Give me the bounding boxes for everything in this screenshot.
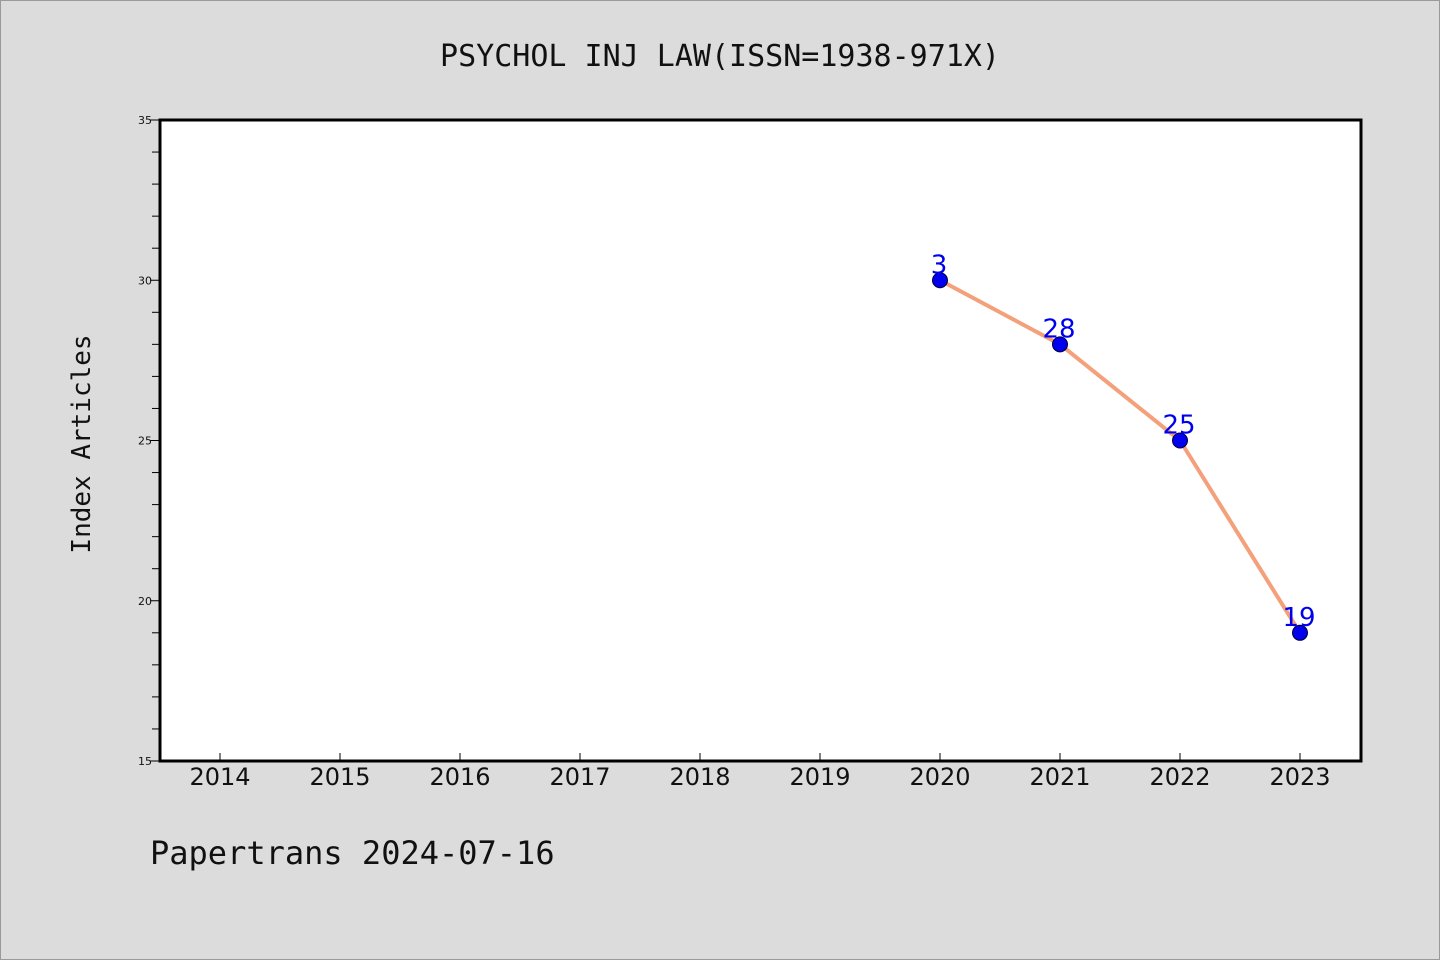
y-tick-label: 25 (138, 435, 152, 448)
x-tick-label: 2018 (669, 763, 730, 791)
x-tick-label: 2021 (1029, 763, 1090, 791)
y-tick-label: 30 (138, 274, 152, 287)
y-tick-label: 35 (138, 114, 152, 127)
y-tick-label: 15 (138, 755, 152, 768)
y-tick-label: 20 (138, 595, 152, 608)
data-label: 19 (1282, 603, 1315, 633)
chart-title: PSYCHOL INJ LAW(ISSN=1938-971X) (440, 39, 1000, 74)
x-tick-label: 2022 (1149, 763, 1210, 791)
x-tick-label: 2015 (309, 763, 370, 791)
data-point (1052, 336, 1068, 353)
x-tick-label: 2017 (549, 763, 610, 791)
y-axis-label: Index Articles (67, 334, 97, 553)
data-point (1292, 624, 1308, 641)
series-line (939, 278, 1302, 634)
data-label: 3 (931, 250, 948, 280)
x-axis: 2014 2015 2016 2017 2018 2019 2020 2021 2022 2023 (189, 753, 1331, 791)
y-axis: 15 20 25 30 35 (138, 114, 160, 768)
plot-area (158, 118, 1363, 763)
x-tick-label: 2020 (909, 763, 970, 791)
series-layer: 3 28 25 19 (931, 250, 1316, 641)
data-label: 28 (1042, 314, 1075, 344)
x-tick-label: 2023 (1269, 763, 1330, 791)
data-label: 25 (1162, 411, 1195, 441)
footer-date-label: Papertrans 2024-07-16 (150, 834, 555, 872)
x-tick-label: 2016 (429, 763, 490, 791)
data-point (1172, 432, 1188, 449)
data-point (932, 272, 948, 289)
x-tick-label: 2019 (789, 763, 850, 791)
x-tick-label: 2014 (189, 763, 250, 791)
